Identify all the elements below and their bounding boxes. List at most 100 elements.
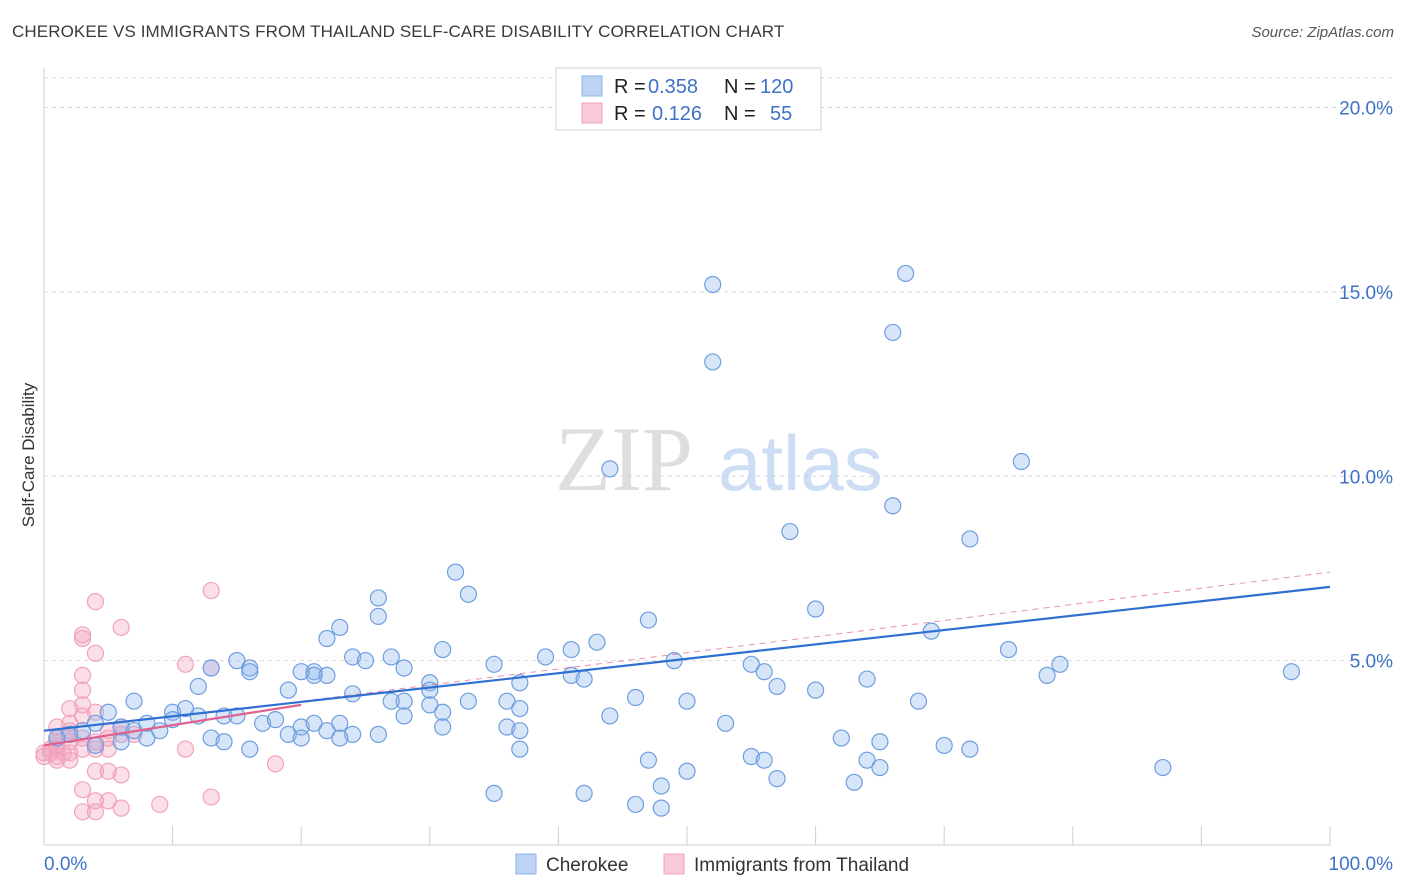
cherokee-point: [909, 692, 928, 710]
cherokee-point: [858, 670, 876, 688]
cherokee-point: [871, 733, 889, 751]
cherokee-point: [601, 460, 619, 478]
cherokee-point: [279, 681, 297, 699]
cherokee-point: [755, 663, 773, 681]
thailand-point: [73, 666, 92, 684]
cherokee-point: [626, 795, 645, 814]
thailand-point: [176, 740, 195, 758]
legend-n-value-1: 120: [760, 76, 793, 98]
cherokee-point: [279, 725, 297, 743]
thailand-point: [73, 803, 92, 821]
thailand-point: [266, 755, 285, 773]
cherokee-point: [241, 740, 259, 758]
cherokee-point: [961, 530, 979, 548]
cherokee-point: [639, 611, 658, 629]
cherokee-point: [331, 618, 349, 637]
cherokee-point: [742, 655, 760, 673]
thailand-point: [35, 747, 53, 766]
bottom-legend-thailand: Immigrants from Thailand: [694, 855, 909, 876]
cherokee-point: [215, 733, 233, 751]
chart-title: CHEROKEE VS IMMIGRANTS FROM THAILAND SEL…: [12, 22, 785, 41]
cherokee-point: [511, 740, 529, 758]
thailand-point: [151, 795, 169, 814]
cherokee-point: [305, 663, 323, 681]
thailand-point: [202, 581, 220, 600]
y-tick-labels: 5.0% 10.0% 15.0% 20.0%: [1339, 99, 1393, 673]
bottom-legend-cherokee: Cherokee: [546, 855, 628, 876]
x-tick-label-min: 0.0%: [44, 854, 87, 875]
source-credit: Source: ZipAtlas.com: [1251, 24, 1394, 41]
cherokee-point: [999, 640, 1018, 659]
cherokee-point: [704, 353, 722, 371]
cherokee-point: [1282, 663, 1301, 681]
thailand-point: [61, 744, 79, 762]
trend-line-cherokee: [43, 585, 1331, 732]
cherokee-point: [459, 692, 477, 710]
cherokee-point: [575, 670, 593, 688]
x-tick-labels: 0.0% 100.0%: [44, 854, 1393, 875]
legend-r-label-2: R =: [614, 103, 646, 125]
cherokee-point: [292, 729, 310, 747]
thailand-point: [61, 699, 79, 718]
cherokee-point: [459, 585, 477, 603]
y-tick-label-20: 20.0%: [1339, 99, 1393, 120]
watermark: ZIP atlas: [555, 408, 883, 510]
cherokee-point: [832, 729, 850, 747]
series-thailand-points: [35, 581, 285, 821]
thailand-point: [61, 751, 79, 769]
cherokee-point: [678, 692, 696, 710]
watermark-zip: ZIP: [555, 408, 693, 510]
x-tick-label-max: 100.0%: [1329, 854, 1394, 875]
thailand-point: [112, 799, 130, 817]
cherokee-point: [652, 799, 670, 817]
thailand-point: [73, 707, 92, 725]
cherokee-point: [601, 707, 619, 725]
cherokee-point: [189, 677, 207, 696]
cherokee-point: [356, 652, 375, 670]
cherokee-point: [421, 696, 439, 714]
cherokee-point: [498, 692, 516, 710]
thailand-point: [99, 792, 117, 810]
cherokee-point: [369, 725, 387, 743]
thailand-point: [73, 781, 92, 799]
cherokee-point: [639, 751, 658, 769]
cherokee-point: [241, 659, 259, 677]
trend-line-extension: [301, 571, 1331, 702]
thailand-point: [112, 766, 130, 784]
cherokee-point: [768, 770, 786, 788]
cherokee-point: [241, 663, 259, 681]
thailand-point: [99, 762, 117, 780]
bottom-legend-swatch-thailand: [663, 853, 685, 875]
cherokee-point: [446, 563, 465, 581]
cherokee-point: [781, 522, 799, 541]
cherokee-point: [652, 777, 670, 795]
cherokee-point: [228, 652, 246, 670]
cherokee-point: [935, 736, 953, 755]
thailand-point: [48, 751, 66, 769]
thailand-point: [86, 740, 105, 758]
legend-n-label-1: N =: [724, 76, 756, 98]
y-tick-label-10: 10.0%: [1339, 467, 1393, 488]
cherokee-point: [344, 725, 362, 743]
cherokee-point: [434, 703, 452, 721]
cherokee-point: [138, 729, 156, 747]
thailand-point: [176, 655, 195, 673]
cherokee-point: [202, 729, 220, 747]
bottom-legend-swatch-cherokee: [515, 853, 537, 875]
cherokee-point: [588, 633, 606, 651]
legend-r-value-1: 0.358: [648, 76, 698, 98]
cherokee-point: [806, 681, 825, 699]
cherokee-point: [318, 722, 336, 740]
cherokee-point: [884, 323, 902, 342]
cherokee-point: [961, 740, 979, 758]
cherokee-point: [292, 663, 310, 681]
thailand-point: [86, 593, 105, 611]
legend-n-label-2: N =: [724, 103, 756, 125]
cherokee-point: [331, 729, 349, 747]
thailand-point: [73, 626, 92, 644]
cherokee-point: [858, 751, 876, 769]
cherokee-point: [845, 773, 863, 791]
cherokee-point: [742, 747, 760, 766]
cherokee-point: [331, 714, 349, 732]
